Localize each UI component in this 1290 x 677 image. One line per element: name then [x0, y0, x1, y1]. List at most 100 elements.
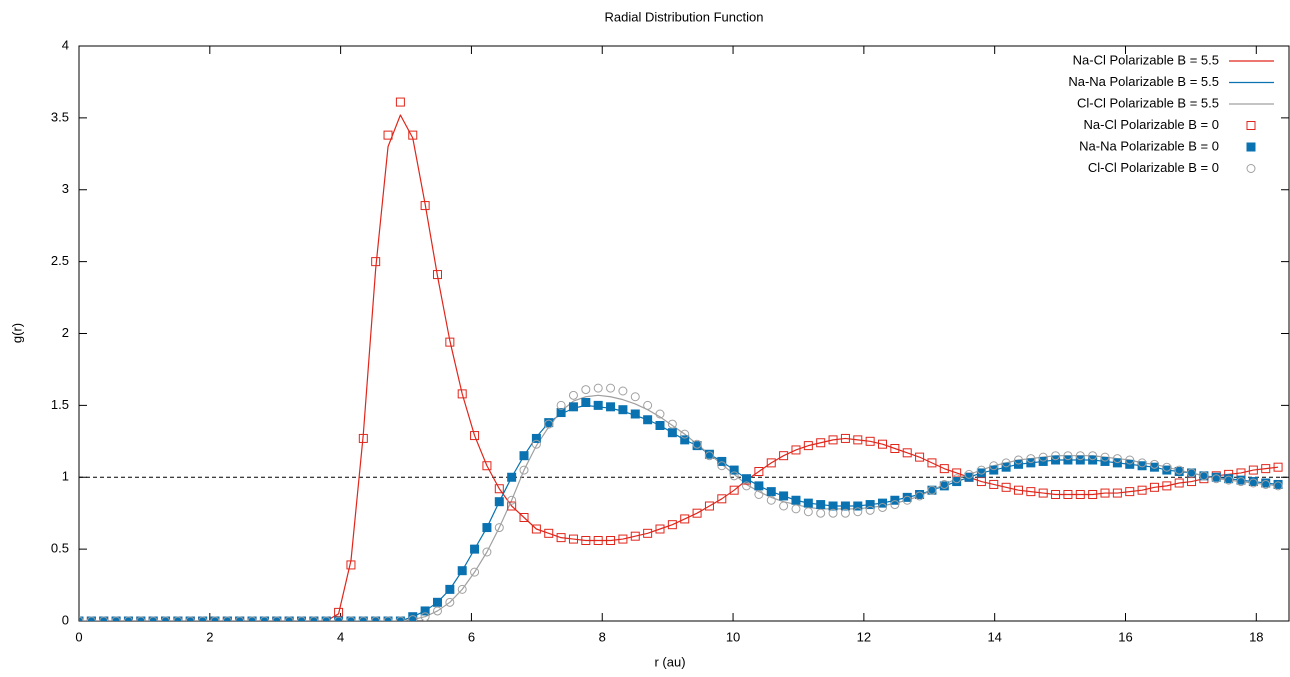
- marker: [482, 523, 492, 533]
- marker: [729, 465, 739, 475]
- marker: [470, 567, 480, 577]
- y-tick-label: 1.5: [51, 397, 69, 412]
- marker: [915, 452, 925, 462]
- marker: [581, 536, 591, 545]
- marker: [976, 468, 986, 478]
- marker: [136, 616, 146, 621]
- marker: [1261, 464, 1271, 474]
- marker: [630, 409, 640, 419]
- marker: [593, 536, 603, 545]
- marker: [1038, 488, 1048, 498]
- marker: [803, 498, 813, 508]
- marker: [865, 505, 875, 515]
- x-tick-label: 6: [468, 629, 475, 644]
- marker: [507, 495, 517, 505]
- marker: [915, 491, 925, 501]
- marker: [482, 461, 492, 471]
- marker: [383, 130, 393, 140]
- marker: [754, 467, 764, 476]
- marker: [1075, 451, 1085, 461]
- marker: [1088, 451, 1098, 461]
- marker: [395, 616, 405, 621]
- marker: [865, 436, 875, 446]
- marker: [321, 616, 331, 621]
- marker: [445, 584, 455, 594]
- legend-marker: [1246, 164, 1256, 173]
- marker: [1063, 490, 1073, 499]
- marker: [346, 616, 356, 621]
- legend-label: Na-Na Polarizable B = 0: [1079, 138, 1219, 153]
- marker: [1149, 482, 1159, 492]
- marker: [531, 524, 541, 534]
- marker: [667, 520, 677, 530]
- marker: [927, 485, 937, 495]
- marker: [853, 501, 863, 511]
- marker: [445, 337, 455, 347]
- marker: [952, 474, 962, 484]
- marker: [1137, 461, 1147, 471]
- x-axis-label: r (au): [654, 654, 685, 669]
- marker: [346, 560, 356, 570]
- y-tick-label: 1: [62, 469, 69, 484]
- marker: [655, 524, 665, 534]
- x-tick-label: 2: [206, 629, 213, 644]
- legend-marker: [1246, 142, 1256, 152]
- marker: [284, 616, 294, 621]
- marker: [259, 616, 269, 621]
- marker: [1248, 465, 1258, 475]
- y-tick-label: 3.5: [51, 109, 69, 124]
- legend-label: Na-Cl Polarizable B = 0: [1084, 117, 1219, 132]
- marker: [791, 504, 801, 514]
- marker: [173, 616, 183, 621]
- marker: [1038, 452, 1048, 462]
- marker: [890, 444, 900, 453]
- marker: [779, 491, 789, 501]
- marker: [890, 500, 900, 510]
- marker: [371, 616, 381, 621]
- marker: [457, 566, 467, 576]
- marker: [334, 607, 344, 617]
- marker: [507, 472, 517, 482]
- marker: [111, 616, 121, 621]
- marker: [865, 500, 875, 510]
- marker: [222, 616, 232, 621]
- marker: [1248, 478, 1258, 488]
- marker: [742, 474, 752, 484]
- marker: [1224, 475, 1234, 485]
- marker: [643, 415, 653, 425]
- marker: [1199, 471, 1209, 481]
- legend-marker: [1246, 121, 1256, 130]
- marker: [717, 494, 727, 504]
- y-tick-label: 3: [62, 181, 69, 196]
- x-tick-label: 18: [1249, 629, 1263, 644]
- marker: [556, 400, 566, 410]
- legend-label: Na-Na Polarizable B = 5.5: [1068, 74, 1219, 89]
- marker: [618, 386, 628, 396]
- marker: [1026, 454, 1036, 464]
- marker: [766, 458, 776, 468]
- marker: [779, 451, 789, 461]
- y-tick-label: 4: [62, 37, 69, 52]
- marker: [606, 383, 616, 393]
- series-line: [79, 114, 1279, 621]
- marker: [618, 534, 628, 544]
- marker: [680, 435, 690, 445]
- marker: [840, 433, 850, 443]
- marker: [1051, 451, 1061, 461]
- marker: [568, 402, 578, 412]
- marker: [902, 495, 912, 505]
- marker: [766, 487, 776, 497]
- marker: [853, 507, 863, 517]
- marker: [816, 508, 826, 518]
- x-tick-label: 12: [857, 629, 871, 644]
- marker: [902, 448, 912, 458]
- marker: [939, 479, 949, 489]
- marker: [494, 484, 504, 494]
- marker: [816, 438, 826, 448]
- marker: [432, 606, 442, 616]
- marker: [482, 547, 492, 557]
- marker: [1162, 481, 1172, 491]
- marker: [655, 409, 665, 419]
- marker: [457, 584, 467, 594]
- x-tick-label: 8: [599, 629, 606, 644]
